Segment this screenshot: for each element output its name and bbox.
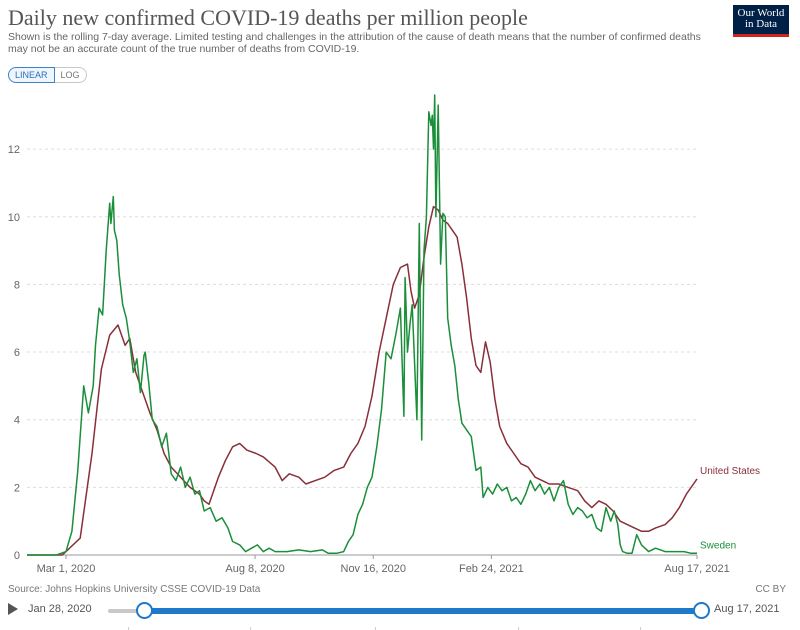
logo-line-2: in Data [744, 18, 778, 30]
series-label[interactable]: Sweden [700, 540, 736, 551]
x-tick-label: Aug 17, 2021 [664, 563, 729, 575]
x-tick-label: Feb 24, 2021 [459, 563, 524, 575]
timeline-track[interactable] [108, 609, 144, 613]
y-tick-label: 2 [14, 482, 20, 494]
y-tick-label: 0 [14, 550, 20, 562]
owid-logo[interactable]: Our World in Data [733, 5, 789, 37]
line-chart: 0 2 4 6 8 10 12 Mar 1, 2020 Aug 8, 2020 Nov 16, 2… [8, 94, 760, 575]
y-tick-label: 6 [14, 347, 20, 359]
series-labels: United States Sweden [700, 466, 760, 551]
y-tick-label: 8 [14, 279, 20, 291]
x-tick-label: Nov 16, 2020 [341, 563, 406, 575]
chart-title: Daily new confirmed COVID-19 deaths per … [8, 5, 528, 30]
timeline-start-label: Jan 28, 2020 [28, 603, 92, 615]
linear-scale-button[interactable]: LINEAR [8, 67, 55, 83]
source-note[interactable]: Source: Johns Hopkins University CSSE CO… [8, 584, 261, 595]
axis-ticks: 0 2 4 6 8 10 12 Mar 1, 2020 Aug 8, 2020 Nov 16, 2… [8, 144, 730, 575]
series-line-united-states[interactable] [27, 205, 698, 556]
scale-toggle: LINEAR LOG [8, 67, 87, 83]
y-tick-label: 10 [8, 212, 20, 224]
y-tick-label: 12 [8, 144, 20, 156]
license-link[interactable]: CC BY [755, 584, 786, 595]
series-lines [27, 94, 698, 556]
play-icon[interactable] [8, 603, 18, 615]
gridlines [27, 148, 697, 556]
timeline-ticks [0, 627, 800, 630]
timeline-selected-range[interactable] [144, 608, 700, 614]
series-label[interactable]: United States [700, 466, 760, 477]
timeline-end-label: Aug 17, 2021 [714, 603, 780, 615]
logo-line-1: Our World [737, 7, 785, 19]
x-tick-label: Aug 8, 2020 [225, 563, 284, 575]
y-tick-label: 4 [14, 415, 20, 427]
x-tick-label: Mar 1, 2020 [37, 563, 96, 575]
timeline: Jan 28, 2020 Aug 17, 2021 [0, 598, 800, 622]
log-scale-button[interactable]: LOG [54, 67, 87, 83]
series-line-sweden[interactable] [27, 94, 697, 556]
chart-subtitle: Shown is the rolling 7-day average. Limi… [8, 31, 701, 55]
timeline-end-handle[interactable] [693, 602, 710, 619]
timeline-start-handle[interactable] [136, 602, 153, 619]
